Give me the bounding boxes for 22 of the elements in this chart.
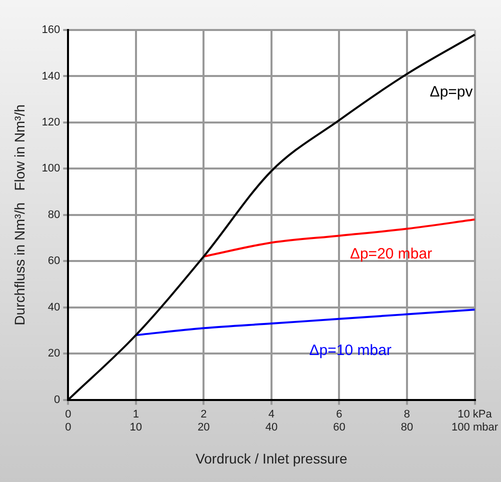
y-tick-label: 160	[42, 24, 60, 36]
y-tick-label: 140	[42, 70, 60, 82]
y-axis-title: Durchfluss in Nm³/h Flow in Nm³/h	[11, 104, 28, 326]
y-tick-label: 0	[54, 394, 60, 406]
line-series	[134, 308, 476, 336]
x-tick-label: 1 10	[130, 408, 142, 434]
y-tick-label: 100	[42, 162, 60, 175]
x-axis-title: Vordruck / Inlet pressure	[196, 450, 348, 466]
series-label: Δp=10 mbar	[309, 342, 392, 359]
x-tick-label: 8 80	[400, 408, 414, 434]
series-label: Δp=pv	[430, 83, 474, 100]
y-tick-label: 40	[48, 301, 60, 314]
x-tick-label: 10 kPa 100 mbar	[452, 408, 498, 434]
x-tick-label: 0 0	[65, 408, 72, 434]
x-tick-label: 4 40	[265, 408, 278, 434]
x-tick-label: 6 60	[333, 408, 346, 434]
y-tick-label: 20	[48, 348, 60, 360]
y-tick-label: 60	[48, 255, 60, 268]
y-tick-label: 80	[48, 208, 60, 221]
series-label: Δp=20 mbar	[350, 246, 432, 263]
x-tick-label: 2 20	[198, 408, 210, 434]
y-tick-label: 120	[42, 116, 60, 128]
